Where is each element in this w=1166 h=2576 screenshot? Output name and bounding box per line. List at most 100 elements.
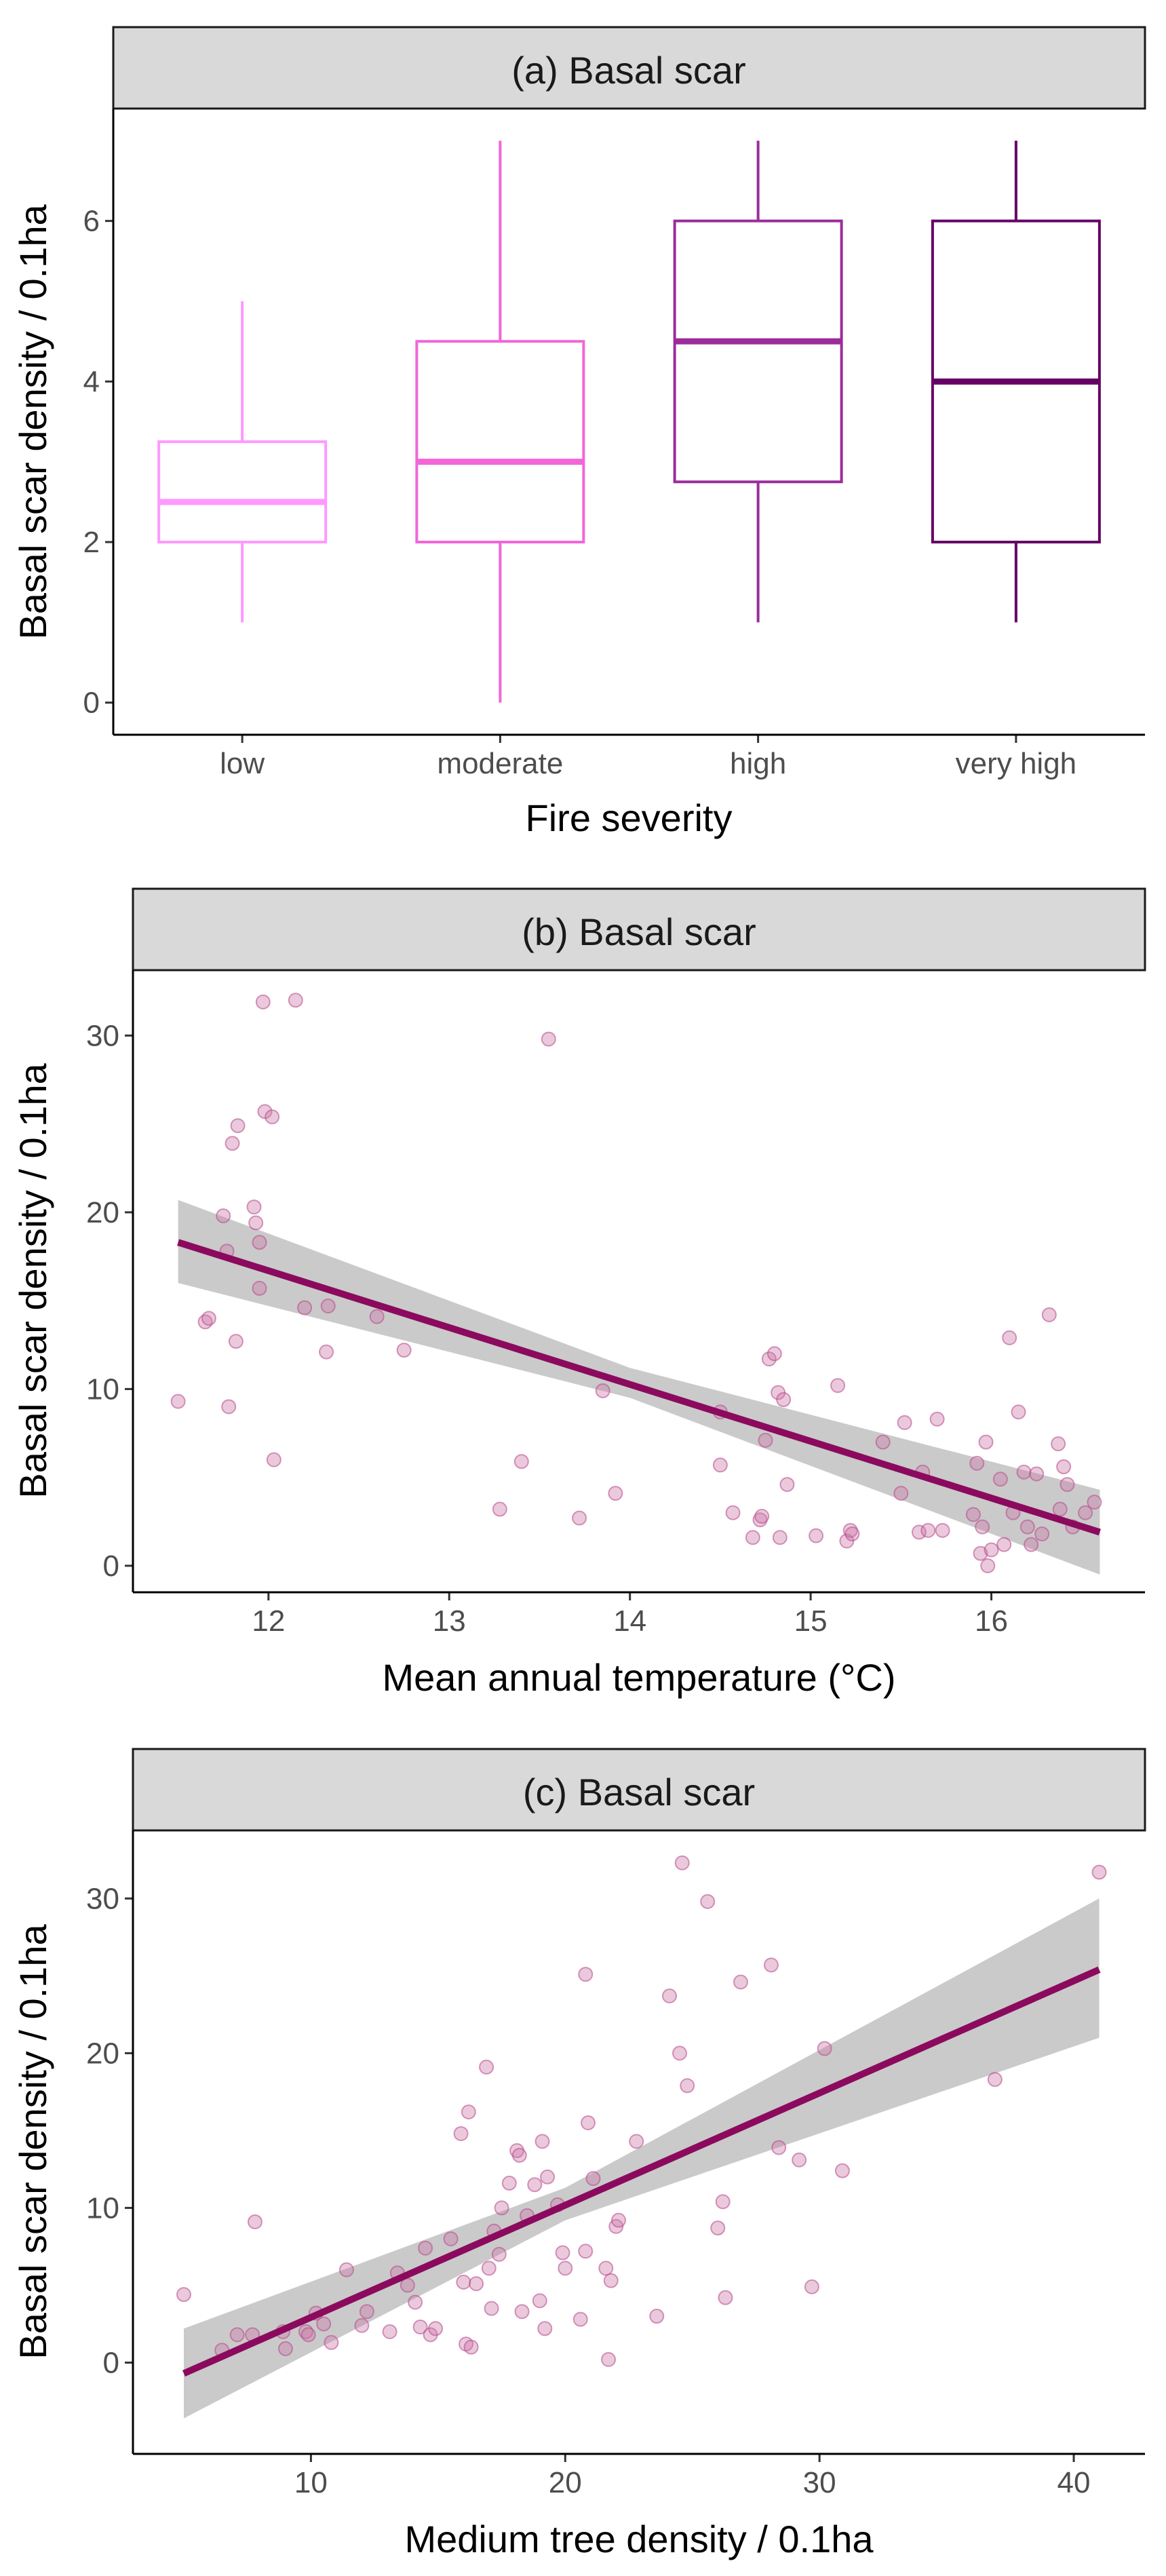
panel-c-y-tick-label: 0: [103, 2346, 119, 2379]
panel-a-box: [673, 219, 843, 484]
panel-b-data-point: [992, 1472, 1008, 1487]
panel-a-y-tick-label: 4: [83, 365, 100, 398]
panel-c-x-axis-title: Medium tree density / 0.1ha: [404, 2518, 874, 2560]
panel-c-strip-title: (c) Basal scar: [523, 1771, 755, 1813]
panel-c-x-tick-label: 10: [294, 2466, 328, 2499]
panel-c-data-point: [804, 2279, 819, 2294]
panel-c-data-point: [408, 2294, 423, 2310]
panel-c-data-point: [540, 2169, 556, 2185]
panel-b-data-point: [319, 1344, 334, 1360]
panel-c-data-point: [763, 1957, 779, 1973]
panel-c-data-point: [611, 2212, 627, 2228]
panel-b-data-point: [228, 1334, 244, 1349]
panel-b-y-tick-label: 10: [86, 1372, 119, 1406]
panel-b-data-point: [1029, 1466, 1045, 1482]
panel-c-data-point: [247, 2214, 263, 2229]
panel-c-data-point: [324, 2334, 339, 2350]
panel-b-data-point: [266, 1452, 281, 1467]
panel-a-strip-title: (a) Basal scar: [511, 49, 745, 92]
panel-c-data-point: [338, 2262, 354, 2277]
panel-b-data-point: [745, 1530, 760, 1545]
panel-a-strip: [112, 26, 1146, 110]
panel-b-data-point: [297, 1300, 313, 1315]
panel-b: (b) Basal scar 0 10 20 30 12 13 14 15 16 Mean an…: [12, 887, 1146, 1699]
panel-b-y-tick-label: 20: [86, 1196, 119, 1229]
panel-b-data-point: [758, 1432, 773, 1448]
panel-b-data-point: [320, 1298, 336, 1313]
panel-b-data-point: [246, 1199, 262, 1215]
panel-b-data-point: [1056, 1459, 1072, 1475]
panel-c-data-point: [514, 2304, 530, 2320]
panel-c-data-point: [680, 2078, 695, 2094]
panel-c-y-tick-label: 30: [86, 1882, 119, 1915]
panel-b-data-point: [996, 1537, 1012, 1552]
panel-b-data-point: [170, 1393, 186, 1409]
panel-b-data-point: [1011, 1404, 1026, 1420]
panel-b-data-point: [830, 1378, 846, 1393]
panel-b-data-point: [541, 1031, 556, 1047]
panel-a-y-tick-label: 2: [83, 526, 100, 559]
panel-b-data-point: [221, 1399, 237, 1415]
panel-b-data-point: [980, 1558, 996, 1573]
panel-b-data-point: [1016, 1464, 1032, 1480]
panel-c-data-point: [817, 2041, 832, 2056]
panel-c-data-point: [484, 2301, 499, 2316]
panel-a-y-axis-title: Basal scar density / 0.1ha: [12, 204, 54, 640]
panel-c-data-point: [578, 1967, 594, 1982]
panel-c-data-point: [535, 2134, 550, 2149]
panel-b-data-point: [766, 1346, 782, 1362]
panel-c-data-point: [277, 2341, 293, 2356]
panel-b-y-axis-title: Basal scar density / 0.1ha: [12, 1063, 54, 1499]
panel-c-data-point: [601, 2351, 617, 2367]
panel-c-data-point: [456, 2274, 471, 2290]
panel-c-y-tick-label: 10: [86, 2191, 119, 2225]
panel-b-data-point: [725, 1505, 741, 1520]
panel-b-data-point: [754, 1508, 770, 1524]
panel-b-data-point: [248, 1215, 264, 1231]
panel-c-regression-line: [182, 1966, 1101, 2377]
panel-b-x-tick-label: 12: [252, 1604, 285, 1638]
panel-c-data-point: [412, 2320, 428, 2335]
panel-c-data-point: [603, 2273, 619, 2288]
panel-b-data-point: [1060, 1477, 1075, 1493]
panel-b-data-point: [984, 1542, 999, 1558]
panel-b-data-point: [1019, 1519, 1035, 1535]
panel-a-box: [415, 340, 585, 543]
panel-b-data-point: [230, 1118, 246, 1134]
panel-b-data-point: [396, 1343, 412, 1358]
panel-c: (c) Basal scar 0 10 20 30 10 20 30 40 Medium tr…: [12, 1748, 1146, 2560]
panel-c-data-point: [481, 2261, 497, 2276]
panel-b-data-point: [252, 1235, 267, 1250]
panel-b-data-point: [969, 1455, 985, 1471]
panel-b-data-point: [1087, 1495, 1102, 1510]
panel-c-data-point: [461, 2104, 476, 2120]
panel-c-data-point: [700, 1893, 716, 1909]
panel-c-plot: 0 10 20 30 10 20 30 40: [86, 1855, 1107, 2499]
panel-c-data-point: [558, 2261, 573, 2276]
panel-b-data-point: [776, 1392, 792, 1408]
panel-c-y-axis-title: Basal scar density / 0.1ha: [12, 1924, 54, 2360]
panel-b-x-tick-label: 16: [975, 1604, 1008, 1638]
panel-c-x-tick-label: 20: [549, 2466, 582, 2499]
panel-b-data-point: [712, 1457, 728, 1473]
panel-b-data-point: [288, 993, 303, 1008]
panel-a-plot: 0 2 4 6 low moderate high very high: [83, 140, 1101, 780]
panel-b-y-tick-label: 30: [86, 1019, 119, 1052]
panel-a-box: [157, 440, 328, 543]
panel-c-data-point: [581, 2115, 596, 2130]
panel-b-data-point: [935, 1522, 950, 1538]
panel-c-data-point: [1091, 1864, 1107, 1880]
panel-a-y-tick-label: 6: [83, 205, 100, 238]
panel-c-data-point: [771, 2140, 787, 2155]
panel-c-data-point: [176, 2287, 191, 2303]
panel-c-data-point: [463, 2339, 479, 2355]
panel-b-data-point: [513, 1454, 529, 1469]
panel-b-y-tick-label: 0: [103, 1550, 119, 1583]
panel-b-data-point: [897, 1415, 912, 1430]
panel-c-data-point: [792, 2152, 807, 2168]
panel-c-x-tick-label: 40: [1057, 2466, 1091, 2499]
panel-c-data-point: [229, 2327, 245, 2343]
panel-b-data-point: [893, 1486, 909, 1501]
panel-b-x-tick-label: 15: [794, 1604, 828, 1638]
